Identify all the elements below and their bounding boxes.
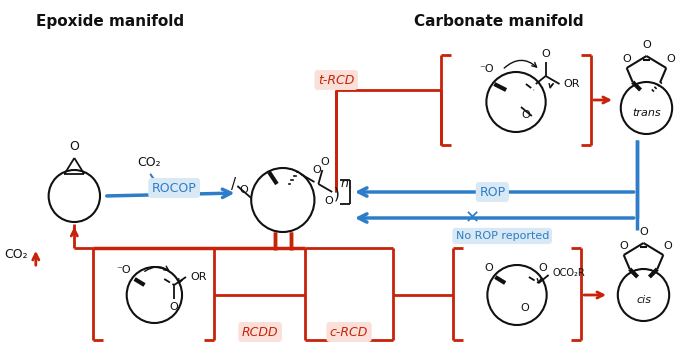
Text: O: O — [619, 241, 628, 251]
Text: O: O — [170, 302, 179, 312]
Text: O: O — [639, 227, 648, 237]
Text: ⁻O: ⁻O — [116, 265, 131, 275]
Text: RCDD: RCDD — [242, 326, 278, 339]
Text: trans: trans — [632, 108, 661, 118]
Text: No ROP reported: No ROP reported — [456, 231, 549, 241]
Text: O: O — [312, 165, 321, 175]
Text: ROCOP: ROCOP — [152, 181, 197, 195]
Text: O: O — [484, 263, 493, 273]
Text: O: O — [642, 40, 651, 50]
Text: ROP: ROP — [479, 186, 506, 198]
Text: ): ) — [334, 186, 340, 202]
Text: OR: OR — [564, 79, 580, 89]
Text: CO₂: CO₂ — [138, 155, 161, 169]
Text: cis: cis — [636, 295, 651, 305]
Text: O: O — [521, 303, 530, 313]
Text: n: n — [340, 177, 348, 190]
Text: O: O — [521, 110, 530, 120]
Text: /: / — [231, 176, 236, 191]
Text: Carbonate manifold: Carbonate manifold — [414, 14, 584, 29]
Text: O: O — [320, 157, 329, 167]
Text: O: O — [69, 140, 79, 153]
Text: O: O — [667, 54, 675, 64]
Text: c-RCD: c-RCD — [330, 326, 369, 339]
Text: O: O — [539, 263, 547, 273]
Text: CO₂: CO₂ — [4, 247, 28, 261]
Text: O: O — [324, 196, 333, 206]
Text: O: O — [623, 54, 631, 64]
Text: ✕: ✕ — [465, 209, 480, 227]
Text: Epoxide manifold: Epoxide manifold — [36, 14, 184, 29]
Text: t-RCD: t-RCD — [318, 73, 354, 87]
Text: OR: OR — [190, 272, 206, 282]
Text: ⁻O: ⁻O — [479, 64, 495, 74]
Text: O: O — [239, 185, 248, 195]
Text: O: O — [541, 49, 550, 59]
Text: O: O — [663, 241, 672, 251]
Text: OCO₂R: OCO₂R — [553, 268, 586, 278]
